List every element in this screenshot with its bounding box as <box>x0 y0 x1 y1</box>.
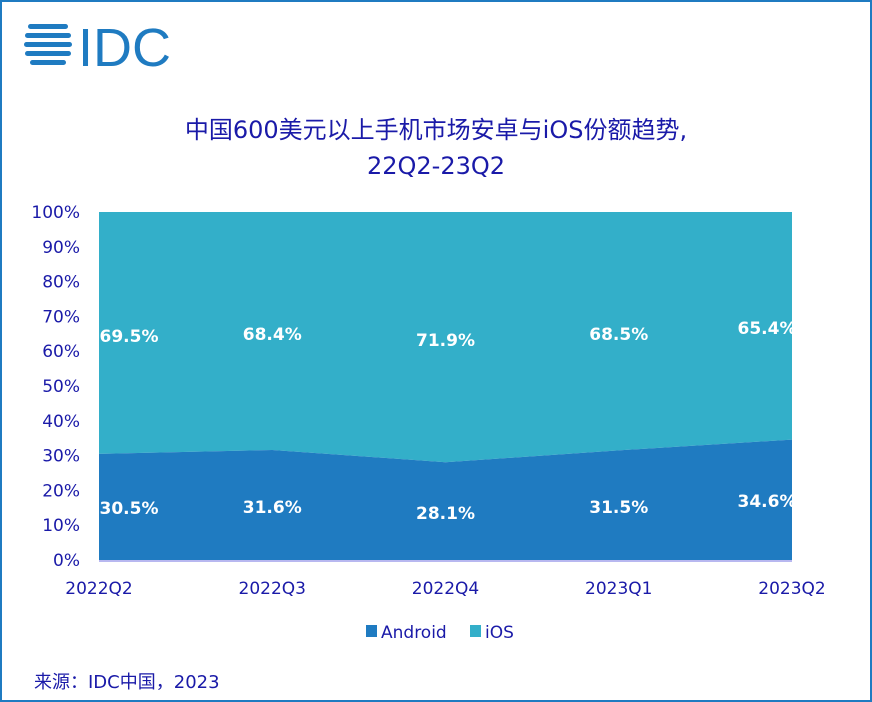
x-tick-label: 2023Q2 <box>758 579 825 599</box>
data-label-android: 30.5% <box>100 499 159 519</box>
y-tick-label: 10% <box>42 516 80 536</box>
y-tick-label: 0% <box>53 551 80 571</box>
idc-logo-icon: IDC <box>24 18 171 78</box>
y-tick-label: 90% <box>42 238 80 258</box>
legend-swatch-android <box>366 625 377 637</box>
legend-label-ios: iOS <box>485 623 514 643</box>
x-tick-label: 2022Q4 <box>412 579 479 599</box>
android-area <box>99 439 792 560</box>
y-tick-label: 40% <box>42 412 80 432</box>
data-label-android: 31.5% <box>589 498 648 518</box>
y-tick-label: 80% <box>42 273 80 293</box>
x-tick-label: 2022Q2 <box>65 579 132 599</box>
data-label-ios: 71.9% <box>416 331 475 351</box>
chart-title-line1: 中国600美元以上手机市场安卓与iOS份额趋势, <box>184 116 688 144</box>
data-label-ios: 69.5% <box>100 327 159 347</box>
y-tick-label: 30% <box>42 447 80 467</box>
legend-swatch-ios <box>470 625 481 637</box>
legend-label-android: Android <box>381 623 447 643</box>
data-label-android: 28.1% <box>416 504 475 524</box>
y-tick-label: 50% <box>42 377 80 397</box>
logo-text: IDC <box>78 20 171 72</box>
data-label-ios: 68.4% <box>243 325 302 345</box>
chart-title-line2: 22Q2-23Q2 <box>366 152 506 180</box>
data-label-ios: 65.4% <box>738 319 797 339</box>
source-note: 来源：IDC中国，2023 <box>34 672 220 693</box>
x-tick-label: 2022Q3 <box>239 579 306 599</box>
y-tick-label: 60% <box>42 342 80 362</box>
data-label-android: 31.6% <box>243 498 302 518</box>
idc-logo: IDC <box>24 18 184 78</box>
ios-area <box>99 212 792 463</box>
y-tick-label: 70% <box>42 307 80 327</box>
y-tick-label: 20% <box>42 481 80 501</box>
data-label-android: 34.6% <box>738 492 797 512</box>
y-tick-label: 100% <box>31 203 80 223</box>
x-tick-label: 2023Q1 <box>585 579 652 599</box>
data-label-ios: 68.5% <box>589 325 648 345</box>
